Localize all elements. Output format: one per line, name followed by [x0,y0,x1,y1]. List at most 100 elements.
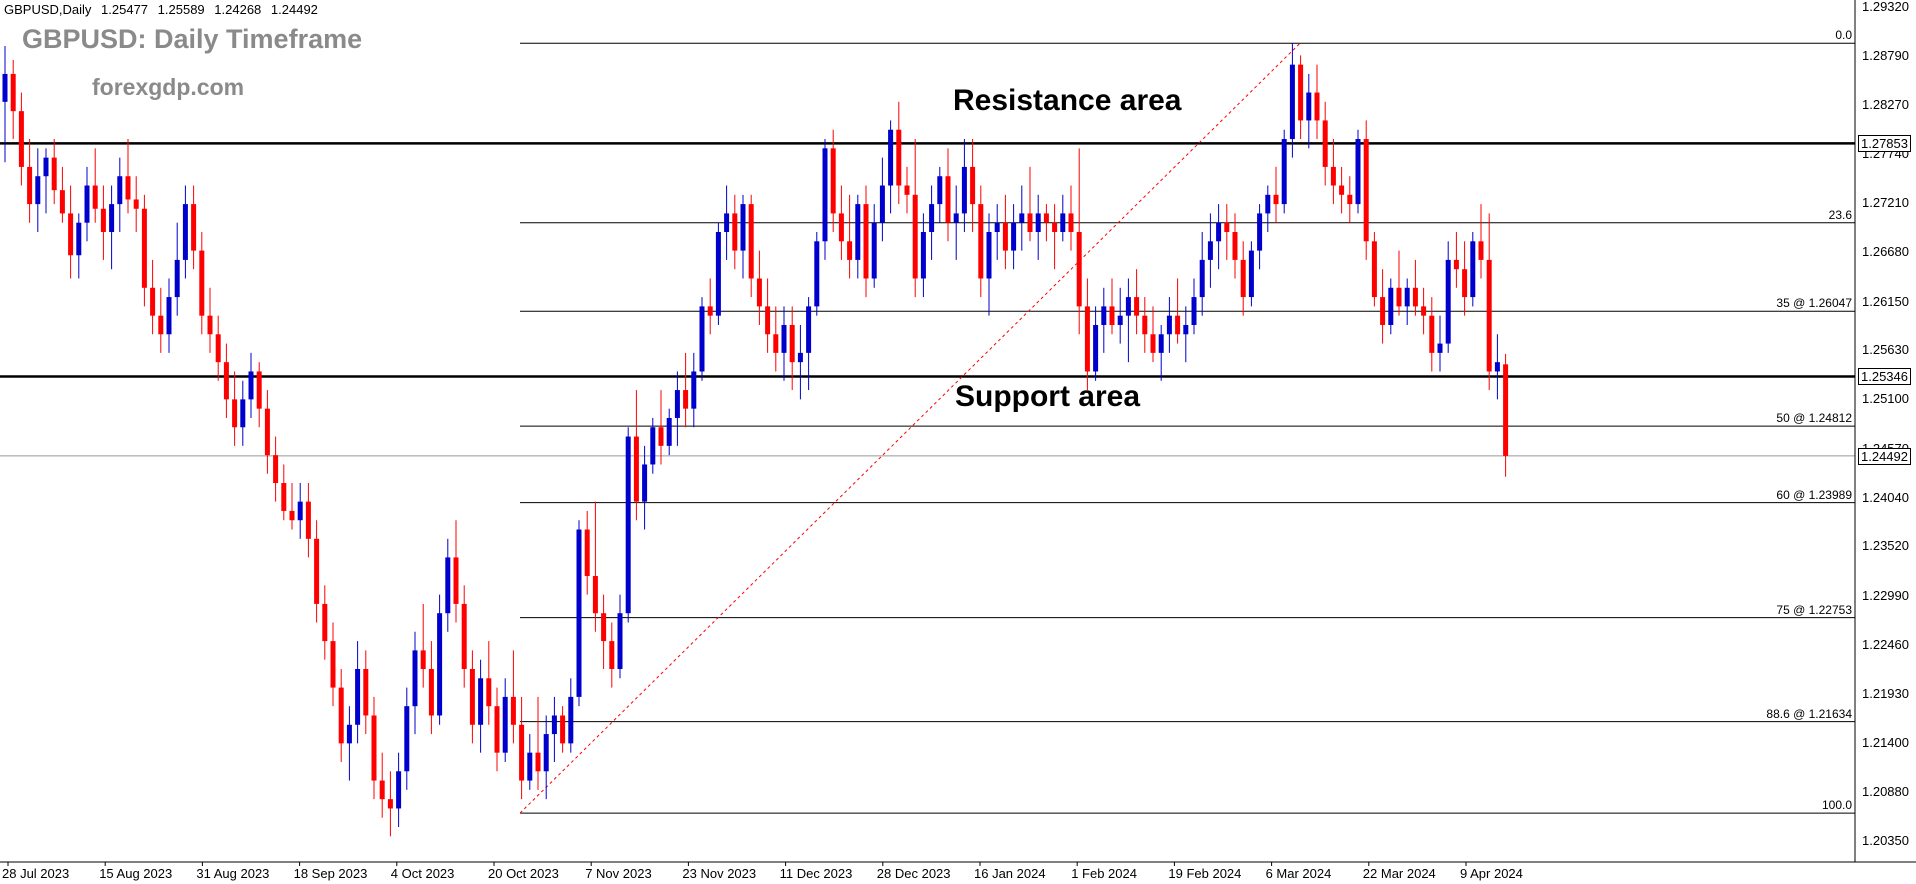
candle-body [1068,213,1074,233]
candle-body [691,371,697,409]
candle-body [494,706,500,753]
candle-body [191,204,197,251]
candle-body [428,668,434,716]
fib-diagonal-line [519,42,1301,814]
candle-body [396,771,402,809]
candle-body [1396,287,1402,307]
candle-body [2,73,8,102]
chart-header: GBPUSD,Daily 1.25477 1.25589 1.24268 1.2… [4,2,324,17]
open-value: 1.25477 [101,2,149,17]
horizontal-levels [0,142,1855,457]
candle-body [543,734,549,772]
candle-body [1404,287,1410,307]
candle-body [650,427,656,465]
candle-body [1388,287,1394,325]
candle-body [1478,241,1484,260]
chart-title: GBPUSD: Daily Timeframe [22,24,363,54]
candle-body [929,204,935,233]
candle-body [1150,334,1156,353]
candle-body [838,213,844,242]
candle-body [1445,259,1451,344]
candle-body [273,455,279,484]
candle-body [1158,334,1164,353]
candle-body [461,603,467,669]
candle-body [133,199,139,209]
candle-body [10,73,16,112]
y-tick-label: 1.20880 [1862,783,1909,799]
x-tick-label: 15 Aug 2023 [99,866,173,881]
candle-body [1248,250,1254,298]
resistance-price-tag: 1.27853 [1858,135,1911,153]
x-tick-label: 9 Apr 2024 [1460,866,1523,881]
candle-body [1166,315,1172,335]
fib-label: 50 @ 1.24812 [1776,411,1852,426]
candle-body [1207,241,1213,260]
candle-body [1027,213,1033,233]
y-tick-label: 1.24040 [1862,489,1909,505]
candle-body [822,148,828,242]
candle-body [953,213,959,223]
candle-body [502,696,508,753]
candle-body [519,724,525,781]
candle-body [781,324,787,353]
candle-body [158,315,164,335]
candle-body [715,232,721,316]
candle-body [748,204,754,279]
x-tick-label: 16 Jan 2024 [974,866,1046,881]
close-value: 1.24492 [270,2,318,17]
candle-body [1330,166,1336,186]
candle-body [232,399,238,428]
candle-body [1437,343,1443,353]
candle-body [486,678,492,707]
y-tick-label: 1.21930 [1862,686,1909,702]
y-tick-label: 1.20350 [1862,833,1909,848]
candle-body [1339,185,1345,195]
candle-body [387,799,393,809]
y-tick-label: 1.25100 [1862,391,1909,407]
y-tick-label: 1.21400 [1862,735,1909,751]
candle-body [1035,213,1041,233]
candle-body [1421,306,1427,316]
candle-body [1470,241,1476,298]
candle-body [412,650,418,707]
axes [0,0,1916,866]
candle-body [207,315,213,335]
candle-body [1117,315,1123,325]
candle-body [281,483,287,511]
y-tick-label: 1.28270 [1862,96,1909,112]
candle-body [141,208,147,288]
candle-body [1429,315,1435,353]
candle-body [904,185,910,195]
candle-body [584,529,590,577]
candle-body [117,176,123,205]
candle-body [871,222,877,279]
candle-body [765,306,771,335]
candle-body [642,464,648,502]
candle-body [314,538,320,604]
candle-body [404,706,410,772]
candle-body [1199,259,1205,298]
candle-body [1134,297,1140,316]
candle-body [1273,194,1279,205]
candle-body [814,241,820,307]
candle-body [830,148,836,214]
x-tick-label: 18 Sep 2023 [293,866,368,881]
candle-body [322,603,328,642]
candle-body [109,204,115,233]
high-value: 1.25589 [157,2,205,17]
candle-body [420,650,426,669]
candle-body [806,306,812,353]
candle-body [1494,362,1500,372]
candle-body [978,204,984,279]
candle-body [986,232,992,279]
candle-body [592,576,598,614]
candle-body [297,501,303,521]
candle-body [666,417,672,446]
candle-body [994,222,1000,233]
candle-body [1371,241,1377,298]
x-tick-label: 7 Nov 2023 [585,866,652,881]
candle-body [125,176,131,200]
candle-body [912,194,918,279]
